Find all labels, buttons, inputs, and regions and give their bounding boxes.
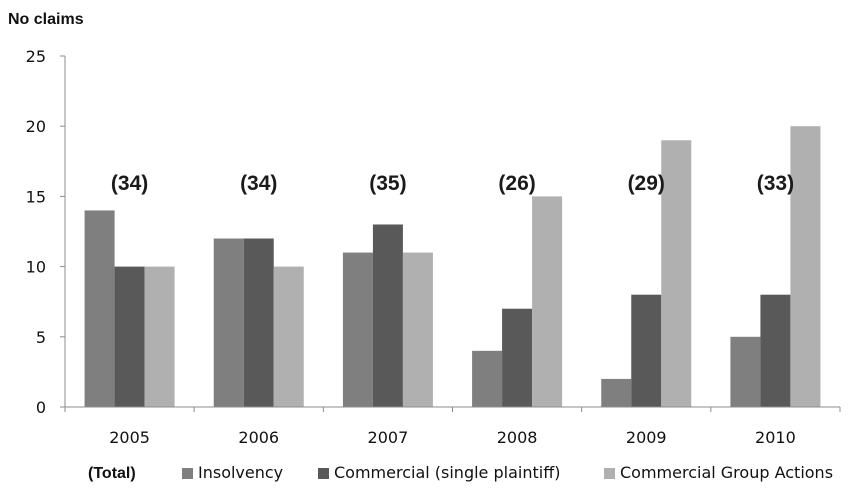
bar-2008-series-1: [472, 350, 503, 407]
y-tick-label: 25: [26, 47, 46, 66]
y-axis-title: No claims: [8, 11, 84, 28]
y-tick-label: 5: [36, 328, 46, 347]
bar-2005-series-3: [144, 266, 175, 407]
x-tick-label: 2010: [755, 428, 796, 447]
bar-2010-series-3: [790, 126, 821, 407]
legend: (Total) Insolvency Commercial (single pla…: [88, 463, 833, 482]
bar-2010-series-2: [760, 294, 791, 407]
bar-2007-series-2: [372, 224, 403, 407]
bar-2005-series-1: [84, 210, 115, 407]
bar-2010-series-1: [730, 336, 761, 407]
plot-area: 0 5 10 15 20 25 2005 (34) 2006 (34) 2007 (35) 2008 (2…: [26, 47, 841, 447]
legend-label: Commercial (single plaintiff): [334, 463, 560, 482]
x-tick-label: 2006: [238, 428, 279, 447]
x-tick-label: 2005: [109, 428, 150, 447]
legend-swatch: [182, 468, 193, 479]
total-label: (35): [369, 172, 406, 195]
bar-2005-series-2: [114, 266, 145, 407]
bar-2009-series-3: [661, 140, 692, 408]
legend-swatch: [318, 468, 329, 479]
legend-swatch: [604, 468, 615, 479]
bar-2008-series-2: [502, 308, 533, 407]
bar-2007-series-3: [402, 252, 433, 407]
legend-label: Insolvency: [198, 463, 283, 482]
bar-2006-series-3: [273, 266, 304, 407]
bar-2009-series-2: [631, 294, 662, 407]
y-tick-label: 20: [26, 117, 46, 136]
bar-2006-series-1: [213, 238, 244, 407]
x-tick-label: 2007: [368, 428, 409, 447]
total-label: (34): [111, 172, 148, 195]
total-label: (26): [498, 172, 535, 195]
total-label: (34): [240, 172, 277, 195]
bar-2006-series-2: [243, 238, 274, 407]
legend-label: Commercial Group Actions: [620, 463, 833, 482]
bar-2007-series-1: [342, 252, 373, 407]
y-tick-label: 0: [36, 398, 46, 417]
total-label: (29): [628, 172, 665, 195]
total-label: (33): [757, 172, 794, 195]
bar-2009-series-1: [601, 378, 632, 407]
y-tick-label: 15: [26, 187, 46, 206]
x-tick-label: 2009: [626, 428, 667, 447]
bar-2008-series-3: [532, 196, 563, 407]
y-tick-label: 10: [26, 258, 46, 277]
x-tick-label: 2008: [497, 428, 538, 447]
legend-title: (Total): [88, 465, 136, 482]
